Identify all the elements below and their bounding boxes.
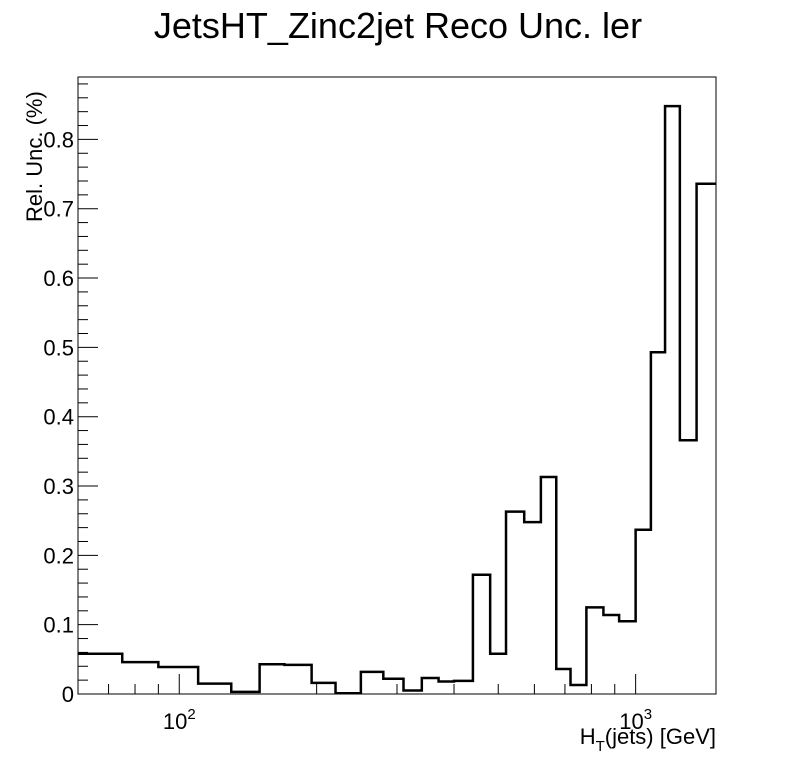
x-axis-label-rest: (jets) [GeV] [605, 724, 716, 749]
histogram-bin [697, 184, 716, 694]
y-axis: 0 0.1 0.2 0.3 0.4 0.5 0.6 0.7 0.8 [43, 83, 98, 707]
histogram-bin [680, 440, 697, 694]
histogram-bin [422, 678, 439, 694]
histogram-bin [571, 685, 587, 694]
histogram-bin [490, 654, 506, 694]
histogram-bin [361, 672, 383, 694]
histogram-bin [260, 664, 285, 694]
plot-frame [77, 76, 717, 695]
histogram-outline [78, 104, 716, 695]
histogram-bin [78, 654, 122, 694]
histogram-bin [506, 512, 524, 694]
histogram-bin [586, 607, 603, 694]
x-tick-label: 102 [163, 706, 196, 734]
histogram-bin [383, 679, 403, 694]
y-axis-label: Rel. Unc. (%) [22, 91, 47, 222]
y-tick-label: 0.8 [43, 127, 74, 152]
histogram-bin [651, 352, 665, 694]
histogram-bin [284, 665, 311, 694]
histogram-bin [603, 615, 619, 694]
y-tick-label: 0.2 [43, 543, 74, 568]
x-axis-label-main: H [580, 724, 596, 749]
histogram-bin [122, 662, 158, 694]
histogram-bin [636, 530, 651, 694]
x-axis-label-subscript: T [596, 738, 605, 755]
histogram-bin [231, 692, 259, 694]
x-axis-label: HT(jets) [GeV] [580, 724, 716, 755]
y-tick-label: 0 [62, 682, 74, 707]
chart-title: JetsHT_Zinc2jet Reco Unc. ler [154, 5, 642, 46]
histogram-bin [473, 575, 490, 694]
histogram-bin [619, 621, 636, 694]
histogram-bin [665, 106, 680, 694]
y-tick-label: 0.3 [43, 474, 74, 499]
histogram-bin [556, 669, 570, 694]
histogram-bin [439, 682, 454, 694]
histogram-bin [524, 522, 541, 694]
y-tick-label: 0.7 [43, 197, 74, 222]
y-tick-label: 0.1 [43, 613, 74, 638]
y-tick-label: 0.6 [43, 266, 74, 291]
y-tick-label: 0.4 [43, 405, 74, 430]
x-axis: 102 103 [77, 674, 652, 734]
histogram-bin [336, 693, 361, 694]
histogram-series [78, 104, 716, 695]
histogram-bin [454, 681, 473, 694]
y-tick-label: 0.5 [43, 335, 74, 360]
histogram-bin [198, 684, 231, 694]
histogram-bin [541, 477, 556, 694]
x-tick-label: 103 [619, 706, 652, 734]
histogram-bin [403, 691, 421, 694]
histogram-bin [158, 667, 198, 694]
histogram-bin [312, 683, 336, 694]
